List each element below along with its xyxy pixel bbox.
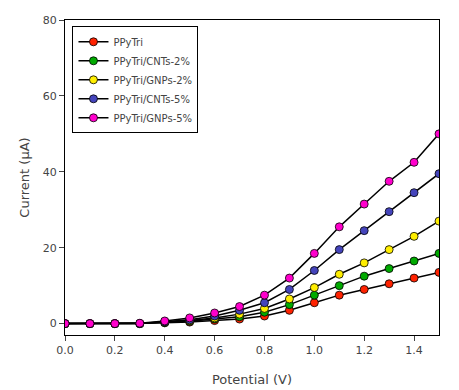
svg-text:1.4: 1.4 (405, 344, 423, 357)
svg-text:PPyTri/GNPs-2%: PPyTri/GNPs-2% (113, 75, 192, 86)
svg-text:1.2: 1.2 (355, 344, 373, 357)
svg-text:0.0: 0.0 (56, 344, 74, 357)
svg-text:0.2: 0.2 (106, 344, 124, 357)
svg-text:0: 0 (50, 317, 57, 330)
svg-text:0.8: 0.8 (256, 344, 274, 357)
svg-text:1.0: 1.0 (306, 344, 324, 357)
svg-text:40: 40 (43, 166, 57, 179)
svg-text:0.6: 0.6 (206, 344, 224, 357)
svg-text:PPyTri: PPyTri (113, 37, 143, 48)
svg-text:PPyTri/GNPs-5%: PPyTri/GNPs-5% (113, 113, 192, 124)
svg-text:Current (μA): Current (μA) (17, 137, 32, 217)
svg-text:20: 20 (43, 242, 57, 255)
svg-text:60: 60 (43, 90, 57, 103)
svg-text:PPyTri/CNTs-5%: PPyTri/CNTs-5% (113, 94, 189, 105)
svg-text:0.4: 0.4 (156, 344, 174, 357)
svg-text:PPyTri/CNTs-2%: PPyTri/CNTs-2% (113, 56, 189, 67)
svg-text:Potential (V): Potential (V) (212, 372, 292, 387)
svg-text:80: 80 (43, 14, 57, 27)
